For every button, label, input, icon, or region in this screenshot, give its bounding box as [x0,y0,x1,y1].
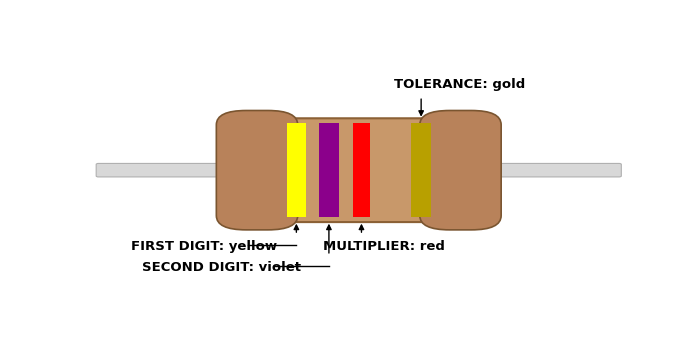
Bar [286,123,306,217]
FancyBboxPatch shape [234,118,484,222]
FancyBboxPatch shape [216,111,298,230]
Text: TOLERANCE: gold: TOLERANCE: gold [394,78,525,91]
Text: MULTIPLIER: red: MULTIPLIER: red [323,240,445,253]
Text: FIRST DIGIT: yellow: FIRST DIGIT: yellow [131,240,277,253]
FancyBboxPatch shape [96,163,241,177]
Bar [319,123,339,217]
FancyBboxPatch shape [420,111,501,230]
Bar [412,123,431,217]
Bar [353,123,370,217]
FancyBboxPatch shape [476,163,622,177]
Text: SECOND DIGIT: violet: SECOND DIGIT: violet [141,261,301,274]
